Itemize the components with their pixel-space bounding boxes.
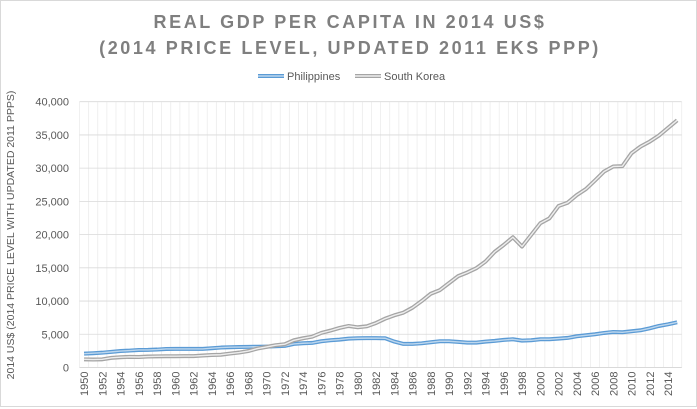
x-tick-label: 2002: [554, 372, 566, 396]
x-tick-label: 1988: [426, 372, 438, 396]
x-tick-label: 1966: [225, 372, 237, 396]
x-tick-label: 1976: [316, 372, 328, 396]
series-south-korea: [84, 118, 679, 362]
y-axis-ticks: 0 5,000 10,000 15,000 20,000 25,000 30,000 35,0…: [35, 97, 69, 375]
line-philippines-inner: [84, 321, 678, 355]
series-philippines: [83, 320, 678, 356]
legend-item-philippines: Philippines: [258, 71, 341, 83]
x-tick-label: 1972: [280, 372, 292, 396]
x-tick-label: 2012: [645, 372, 657, 396]
x-tick-label: 1980: [353, 372, 365, 396]
x-tick-label: 1994: [481, 372, 493, 396]
chart-title-line-1: REAL GDP PER CAPITA IN 2014 US$: [153, 12, 546, 32]
y-tick-label: 40,000: [35, 97, 69, 109]
y-tick-label: 10,000: [35, 296, 69, 308]
x-tick-label: 1984: [389, 372, 401, 396]
x-tick-label: 1950: [79, 372, 91, 396]
x-tick-label: 2014: [663, 372, 675, 396]
y-tick-label: 5,000: [41, 329, 69, 341]
series-lines: [83, 118, 679, 362]
y-axis-title: 2014 US$ (2014 PRICE LEVEL WITH UPDATED …: [5, 91, 17, 380]
y-tick-label: 30,000: [35, 163, 69, 175]
x-tick-label: 1996: [499, 372, 511, 396]
x-tick-label: 1962: [189, 372, 201, 396]
x-tick-label: 1964: [207, 372, 219, 396]
legend-label-south-korea: South Korea: [384, 71, 446, 83]
x-tick-label: 1982: [371, 372, 383, 396]
x-tick-label: 2008: [608, 372, 620, 396]
chart-title-line-2: (2014 PRICE LEVEL, UPDATED 2011 EKS PPP): [99, 38, 601, 58]
legend: Philippines South Korea: [258, 71, 446, 83]
x-tick-label: 1978: [335, 372, 347, 396]
x-axis-ticks: 1950 1952 1954 1956 1958 1960 1962 1964 1966 1968…: [79, 372, 675, 396]
x-tick-label: 2010: [627, 372, 639, 396]
x-tick-label: 1992: [462, 372, 474, 396]
x-tick-label: 1954: [116, 372, 128, 396]
x-tick-label: 2006: [590, 372, 602, 396]
legend-item-south-korea: South Korea: [355, 71, 446, 83]
x-tick-label: 1990: [444, 372, 456, 396]
legend-label-philippines: Philippines: [287, 71, 341, 83]
x-tick-label: 1956: [134, 372, 146, 396]
x-tick-label: 1968: [243, 372, 255, 396]
y-tick-label: 25,000: [35, 196, 69, 208]
x-tick-label: 1986: [408, 372, 420, 396]
x-tick-label: 1958: [152, 372, 164, 396]
chart-title: REAL GDP PER CAPITA IN 2014 US$ (2014 PR…: [99, 12, 601, 58]
x-tick-label: 1952: [97, 372, 109, 396]
y-tick-label: 20,000: [35, 230, 69, 242]
x-tick-label: 2004: [572, 372, 584, 396]
x-tick-label: 2000: [535, 372, 547, 396]
x-tick-label: 1960: [170, 372, 182, 396]
y-tick-label: 0: [63, 363, 69, 375]
x-tick-label: 1970: [262, 372, 274, 396]
line-south-korea-inner: [84, 119, 678, 361]
gridlines: [79, 101, 683, 368]
x-tick-label: 1998: [517, 372, 529, 396]
y-tick-label: 35,000: [35, 130, 69, 142]
y-tick-label: 15,000: [35, 263, 69, 275]
x-tick-label: 1974: [298, 372, 310, 396]
